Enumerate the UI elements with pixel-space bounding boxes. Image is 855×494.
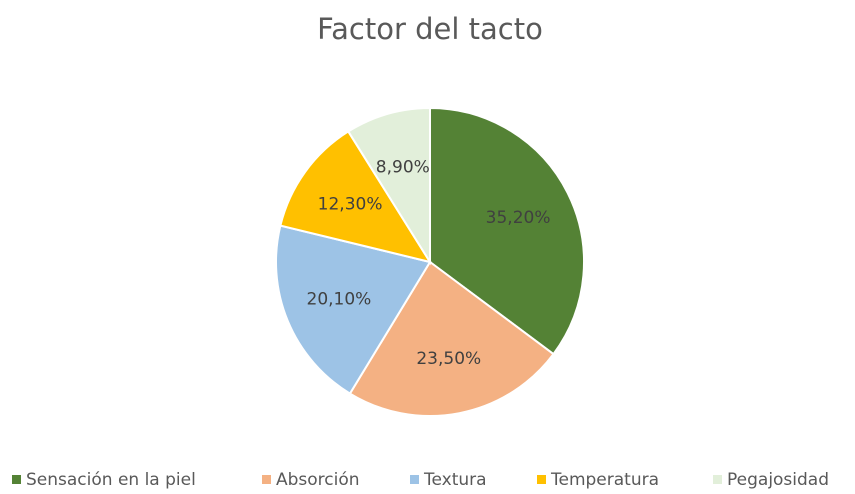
pie-slice: [348, 260, 555, 417]
legend-swatch: [537, 475, 546, 484]
pie-slice: [429, 106, 585, 356]
legend-label: Temperatura: [550, 470, 659, 490]
legend-swatch: [262, 475, 271, 484]
data-label: 8,90%: [376, 157, 430, 177]
legend-swatch: [410, 475, 419, 484]
data-label: 12,30%: [318, 194, 383, 214]
data-label: 23,50%: [416, 349, 481, 369]
legend-swatch: [713, 475, 722, 484]
legend-label: Pegajosidad: [727, 470, 829, 490]
data-label: 20,10%: [307, 290, 372, 310]
pie-slice: [346, 106, 431, 266]
data-label: 35,20%: [486, 208, 551, 228]
chart-title: Factor del tacto: [317, 12, 543, 46]
legend-label: Absorción: [276, 470, 360, 490]
legend-label: Sensación en la piel: [26, 470, 196, 490]
pie-slice: [279, 130, 433, 264]
legend-label: Textura: [423, 470, 487, 490]
pie-slice: [275, 224, 432, 395]
legend-swatch: [12, 475, 21, 484]
